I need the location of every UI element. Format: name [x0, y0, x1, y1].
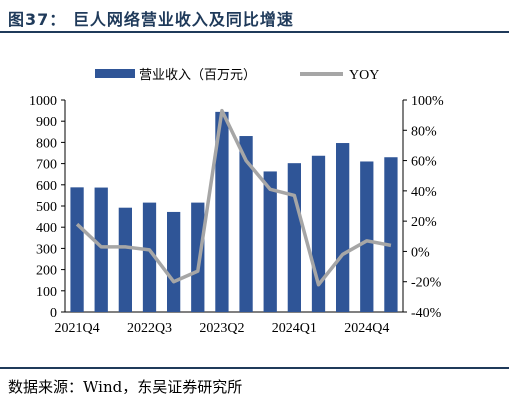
revenue-bar — [118, 207, 132, 312]
revenue-bar — [191, 202, 205, 312]
right-tick-label: -40% — [411, 306, 442, 321]
right-tick-label: 40% — [411, 185, 437, 200]
x-tick-label: 2024Q4 — [344, 321, 389, 336]
revenue-bar — [142, 202, 157, 312]
x-tick-label: 2022Q3 — [127, 321, 172, 336]
revenue-bar — [94, 187, 108, 312]
figure-title: 图37： 巨人网络营业收入及同比增速 — [8, 10, 294, 29]
figure-title-bar: 图37： 巨人网络营业收入及同比增速 — [0, 0, 509, 34]
source-note: 数据来源：Wind，东吴证券研究所 — [8, 378, 243, 396]
revenue-bar — [239, 136, 253, 312]
revenue-bar — [360, 161, 374, 312]
left-tick-label: 200 — [36, 264, 57, 279]
revenue-bar — [287, 163, 301, 312]
left-tick-label: 600 — [36, 179, 57, 194]
revenue-yoy-chart: 0 100 200 300 400 500 600 700 800 900 1000 -40% -20%… — [29, 67, 444, 336]
right-tick-label: 0% — [411, 245, 430, 260]
left-tick-label: 100 — [36, 285, 57, 300]
right-tick-label: 20% — [411, 215, 437, 230]
bottom-rule — [0, 367, 509, 369]
revenue-bar — [336, 143, 350, 312]
x-tick-label: 2023Q2 — [199, 321, 244, 336]
left-tick-label: 400 — [36, 221, 57, 236]
yoy-line — [75, 108, 392, 287]
left-tick-label: 700 — [36, 158, 57, 173]
left-tick-label: 300 — [36, 242, 57, 257]
left-tick-label: 900 — [36, 115, 57, 130]
legend-label-revenue: 营业收入（百万元） — [139, 67, 256, 82]
revenue-bar — [384, 157, 398, 312]
legend-swatch-revenue — [95, 69, 135, 78]
left-tick-label: 500 — [36, 200, 57, 215]
revenue-bar — [263, 171, 277, 312]
title-rule — [0, 31, 509, 33]
revenue-bar — [311, 155, 326, 312]
right-tick-label: -20% — [411, 276, 442, 291]
revenue-bar — [167, 211, 181, 312]
revenue-bar — [70, 187, 84, 312]
x-tick-label: 2024Q1 — [272, 321, 317, 336]
right-tick-label: 100% — [411, 94, 444, 109]
revenue-bar — [215, 111, 229, 312]
x-tick-label: 2021Q4 — [55, 321, 100, 336]
right-tick-label: 60% — [411, 155, 437, 170]
left-tick-label: 0 — [50, 306, 57, 321]
legend-label-yoy: YOY — [349, 68, 379, 83]
right-tick-label: 80% — [411, 124, 437, 139]
left-tick-label: 800 — [36, 136, 57, 151]
left-tick-label: 1000 — [29, 94, 57, 109]
